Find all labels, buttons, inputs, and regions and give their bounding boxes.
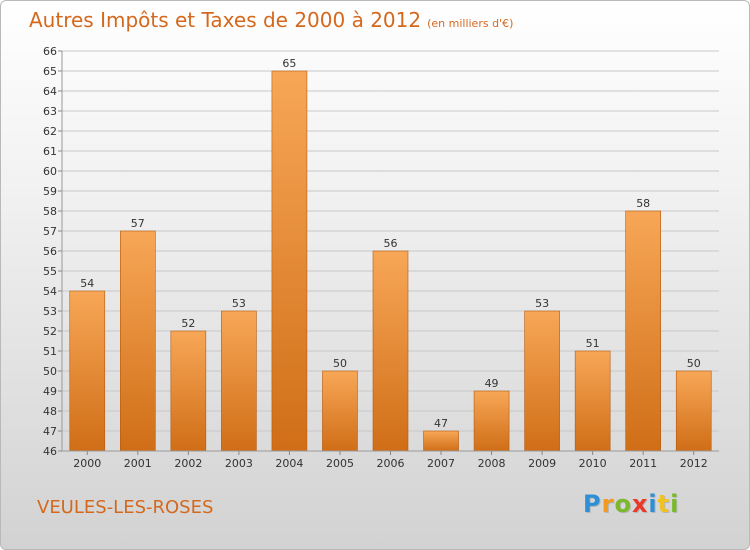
x-tick-label: 2011	[629, 457, 657, 470]
chart-title-text: Autres Impôts et Taxes de 2000 à 2012	[29, 8, 422, 32]
bar	[120, 230, 156, 452]
y-tick-label: 49	[43, 385, 57, 398]
y-tick-label: 53	[43, 305, 57, 318]
axes: 46 47 48 49 50 51 52 53 54 55 56 57 58 59 60 61 62 63 64 65…	[43, 45, 719, 470]
logo-letter: i	[670, 490, 680, 518]
x-tick-label: 2006	[377, 457, 405, 470]
bar	[221, 310, 257, 452]
logo-letter: r	[601, 490, 615, 518]
y-tick-label: 50	[43, 365, 57, 378]
value-label: 58	[636, 197, 650, 210]
bar	[69, 290, 106, 452]
bars: 54 57 52 53 65 50 56 47 49 53 51 58 50	[69, 57, 712, 452]
bar	[423, 430, 459, 452]
y-tick-label: 63	[43, 105, 57, 118]
x-tick-label: 2012	[680, 457, 708, 470]
x-tick-label: 2004	[275, 457, 303, 470]
y-tick-label: 46	[43, 445, 57, 458]
bar	[170, 330, 207, 452]
bar	[372, 250, 409, 452]
logo-letter: o	[614, 490, 632, 518]
y-tick-label: 54	[43, 285, 57, 298]
bar	[675, 370, 712, 452]
x-tick-label: 2008	[478, 457, 506, 470]
bar	[473, 390, 510, 452]
bar	[524, 310, 560, 452]
place-name: VEULES-LES-ROSES	[37, 497, 214, 518]
x-tick-label: 2000	[73, 457, 101, 470]
bar	[625, 210, 661, 452]
chart-unit: (en milliers d'€)	[427, 17, 514, 30]
y-tick-label: 58	[43, 205, 57, 218]
x-tick-label: 2007	[427, 457, 455, 470]
y-tick-label: 57	[43, 225, 57, 238]
logo-letter: i	[648, 490, 658, 518]
y-tick-label: 61	[43, 145, 57, 158]
y-tick-label: 56	[43, 245, 57, 258]
logo-letter: P	[583, 490, 602, 518]
value-label: 51	[586, 337, 600, 350]
y-tick-label: 66	[43, 45, 57, 58]
x-tick-label: 2009	[528, 457, 556, 470]
value-label: 52	[181, 317, 195, 330]
y-tick-label: 51	[43, 345, 57, 358]
x-tick-label: 2002	[174, 457, 202, 470]
proxiti-logo: Proxiti	[583, 490, 679, 518]
logo-letter: x	[631, 490, 649, 518]
y-tick-label: 48	[43, 405, 57, 418]
y-tick-label: 60	[43, 165, 57, 178]
x-tick-label: 2005	[326, 457, 354, 470]
value-label: 47	[434, 417, 448, 430]
y-tick-label: 52	[43, 325, 57, 338]
y-tick-label: 65	[43, 65, 57, 78]
value-label: 65	[282, 57, 296, 70]
y-tick-label: 62	[43, 125, 57, 138]
value-label: 56	[384, 237, 398, 250]
value-label: 53	[535, 297, 549, 310]
value-label: 54	[80, 277, 94, 290]
bar	[271, 70, 308, 452]
value-label: 53	[232, 297, 246, 310]
value-label: 57	[131, 217, 145, 230]
value-label: 50	[333, 357, 347, 370]
bar	[322, 370, 358, 452]
x-tick-label: 2010	[579, 457, 607, 470]
y-tick-label: 47	[43, 425, 57, 438]
value-label: 50	[687, 357, 701, 370]
y-tick-label: 64	[43, 85, 57, 98]
y-tick-label: 55	[43, 265, 57, 278]
x-tick-label: 2003	[225, 457, 253, 470]
logo-letter: t	[657, 490, 671, 518]
x-tick-label: 2001	[124, 457, 152, 470]
chart-title: Autres Impôts et Taxes de 2000 à 2012 (en…	[29, 8, 513, 32]
bar	[574, 350, 611, 452]
value-label: 49	[485, 377, 499, 390]
y-tick-label: 59	[43, 185, 57, 198]
